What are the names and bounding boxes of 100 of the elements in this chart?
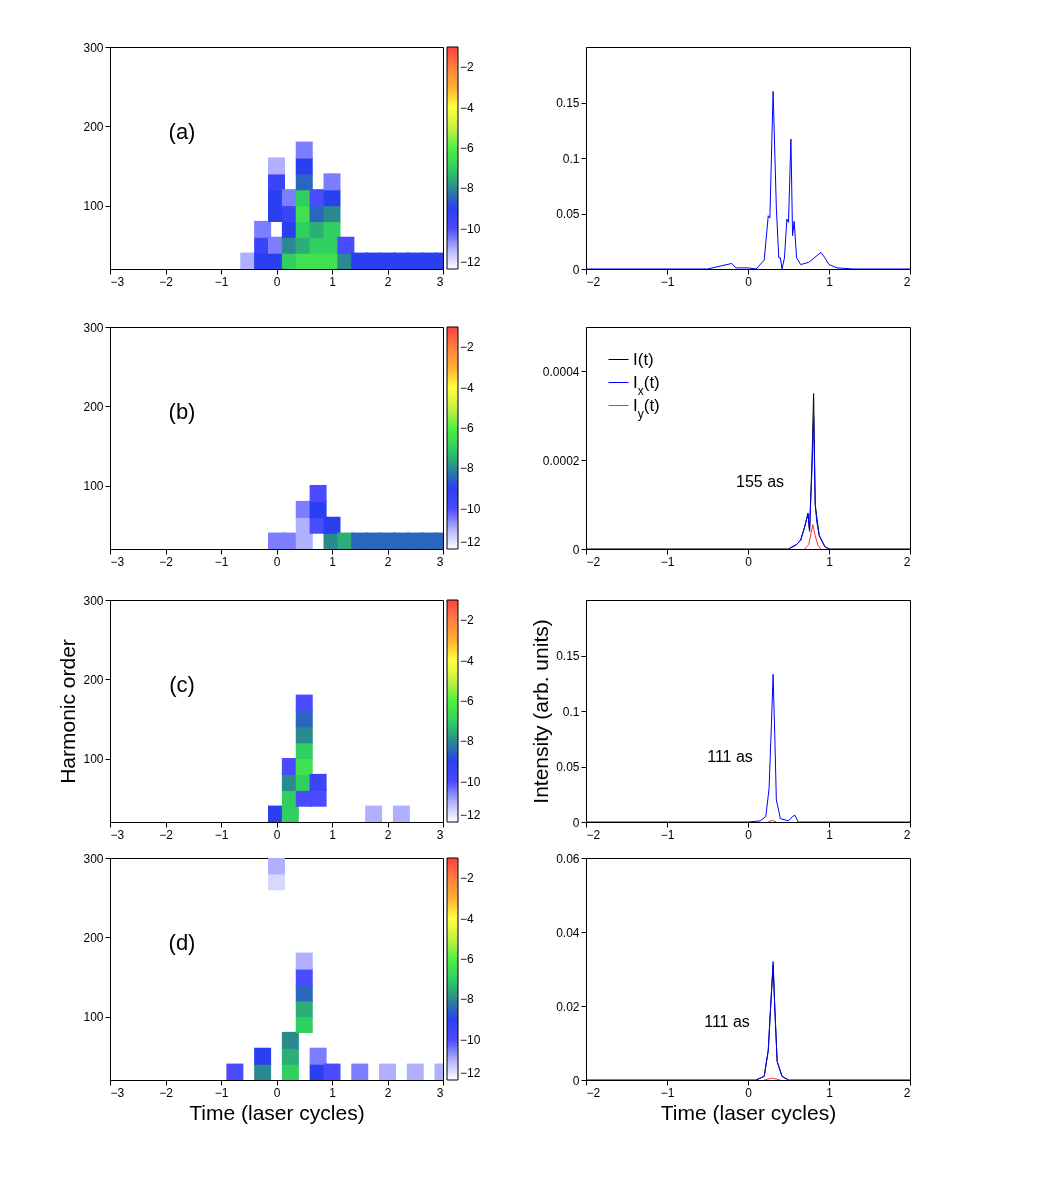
x-tick-label: −1 — [214, 1085, 229, 1100]
point — [323, 205, 341, 222]
x-tick-label: −1 — [660, 554, 675, 569]
color-bar-label: −2 — [460, 613, 475, 628]
color-bar-label: −12 — [460, 535, 481, 549]
line-series — [804, 524, 822, 549]
color-bar-label: −6 — [460, 140, 475, 155]
y-tick-label: 0.0002 — [542, 453, 580, 468]
color-bar-label: −10 — [460, 774, 481, 789]
x-tick-label: −2 — [159, 554, 174, 569]
point — [309, 789, 327, 807]
x-tick-label: 3 — [436, 1085, 444, 1100]
color-bar-label: −8 — [460, 461, 475, 476]
point — [268, 858, 285, 875]
x-tick-label: 2 — [384, 274, 392, 289]
y-tick-label: 0 — [572, 542, 580, 557]
point — [309, 1047, 327, 1065]
color-bar-label: −10 — [460, 1032, 481, 1047]
x-tick-label: −2 — [586, 554, 601, 569]
x-tick-label: −3 — [110, 554, 125, 569]
x-tick-label: −3 — [110, 1085, 125, 1100]
x-tick-label: 0 — [745, 1085, 753, 1100]
point — [337, 236, 355, 254]
x-tick-label: −2 — [159, 1085, 174, 1100]
x-tick-label: −1 — [214, 274, 229, 289]
x-tick-label: 0 — [273, 1085, 281, 1100]
color-bar-label: −10 — [460, 221, 481, 236]
y-tick-label: 100 — [83, 1010, 104, 1025]
point — [295, 1016, 313, 1033]
x-tick-label: −2 — [586, 827, 601, 842]
annotation: (a) — [168, 119, 196, 144]
y-tick-label: 300 — [83, 851, 104, 866]
x-tick-label: 1 — [826, 274, 834, 289]
point — [323, 173, 341, 191]
color-bar-label: −4 — [460, 100, 475, 115]
point — [295, 1000, 313, 1018]
point — [226, 1063, 244, 1080]
point — [309, 485, 327, 502]
x-tick-label: 1 — [329, 554, 337, 569]
y-tick-label: 0.1 — [562, 151, 580, 166]
x-tick-label: 2 — [903, 827, 911, 842]
y-tick-label: 100 — [83, 199, 104, 214]
legend-label: I(t) — [633, 349, 654, 369]
x-tick-label: 3 — [436, 827, 444, 842]
y-tick-label: 100 — [83, 479, 104, 494]
color-bar-label: −6 — [460, 420, 475, 435]
line-series — [755, 961, 789, 1080]
x-tick-label: 3 — [436, 274, 444, 289]
x-tick-label: 1 — [826, 1085, 834, 1100]
x-tick-label: −2 — [159, 274, 174, 289]
point — [295, 758, 313, 775]
color-bar-label: −10 — [460, 501, 481, 516]
point — [295, 532, 313, 549]
x-tick-label: −2 — [159, 827, 174, 842]
y-tick-label: 0.15 — [556, 649, 580, 663]
y-tick-label: 300 — [83, 593, 104, 608]
point — [295, 726, 313, 744]
x-tick-label: 3 — [436, 554, 444, 569]
y-tick-label: 0.06 — [556, 851, 580, 866]
x-tick-label: 0 — [745, 554, 753, 569]
color-bar-label: −4 — [460, 911, 475, 926]
x-tick-label: 2 — [903, 274, 911, 289]
x-tick-label: 1 — [329, 1085, 337, 1100]
x-tick-label: −1 — [660, 827, 675, 842]
line-series — [586, 673, 910, 822]
color-bar-label: −12 — [460, 808, 481, 822]
point — [281, 805, 299, 822]
point — [254, 1063, 272, 1080]
y-tick-label: 0.04 — [556, 925, 580, 940]
point — [254, 1047, 272, 1065]
point — [281, 1031, 299, 1049]
x-tick-label: −1 — [660, 1085, 675, 1100]
point — [309, 500, 327, 518]
annotation: 111 as — [707, 748, 753, 765]
color-bar-label: −4 — [460, 653, 475, 668]
color-bar-label: −2 — [460, 871, 475, 886]
x-tick-label: 2 — [903, 1085, 911, 1100]
y-tick-label: 200 — [83, 930, 104, 945]
x-tick-label: −2 — [586, 1085, 601, 1100]
y-tick-label: 0 — [572, 262, 580, 277]
annotation: 111 as — [704, 1013, 750, 1030]
y-axis-title: Harmonic order — [56, 639, 80, 784]
point — [254, 220, 272, 238]
y-tick-label: 0 — [572, 815, 580, 830]
point — [323, 220, 341, 238]
y-tick-label: 200 — [83, 672, 104, 687]
y-tick-label: 0.15 — [556, 96, 580, 110]
point — [309, 773, 327, 791]
color-bar-label: −12 — [460, 1066, 481, 1080]
point — [268, 157, 285, 175]
x-tick-label: −3 — [110, 274, 125, 289]
x-tick-label: 2 — [384, 827, 392, 842]
y-tick-label: 0.0004 — [542, 364, 580, 379]
x-tick-label: 0 — [273, 554, 281, 569]
y-tick-label: 0 — [572, 1073, 580, 1088]
y-tick-label: 0.05 — [556, 207, 580, 221]
color-bar-label: −8 — [460, 734, 475, 749]
x-tick-label: −3 — [110, 827, 125, 842]
color-bar-label: −8 — [460, 181, 475, 196]
color-bar-label: −12 — [460, 255, 481, 269]
